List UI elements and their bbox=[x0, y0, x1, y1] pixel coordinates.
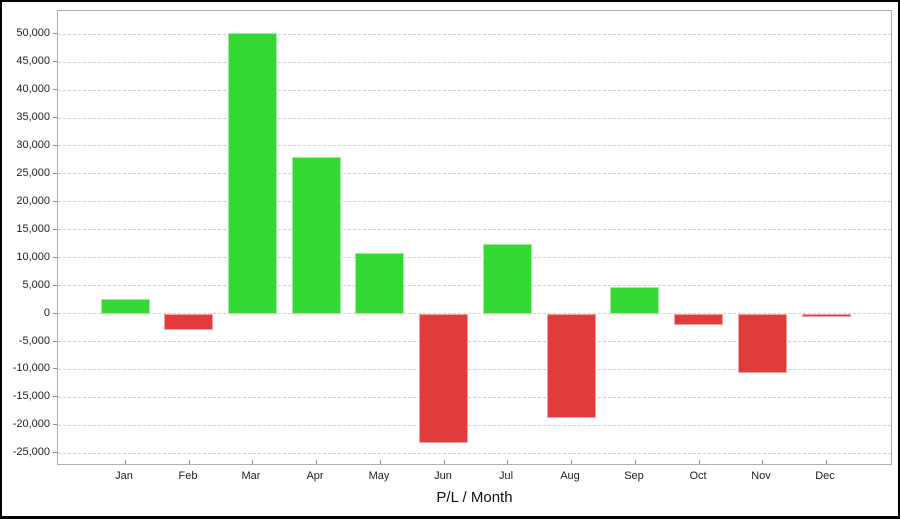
x-tick-label-mar: Mar bbox=[241, 470, 261, 482]
bar-jan[interactable] bbox=[101, 299, 150, 314]
gridline bbox=[58, 89, 891, 91]
x-tick-label-dec: Dec bbox=[815, 470, 835, 482]
y-tick bbox=[53, 117, 57, 119]
gridline bbox=[58, 396, 891, 398]
gridline bbox=[58, 452, 891, 454]
bar-aug[interactable] bbox=[547, 313, 596, 419]
y-tick-label: 10,000 bbox=[16, 250, 50, 263]
x-tick-label-aug: Aug bbox=[560, 470, 580, 482]
x-tick bbox=[252, 460, 253, 464]
chart-title: P/L / Month bbox=[436, 489, 513, 506]
y-tick bbox=[53, 172, 57, 174]
x-tick-label-jul: Jul bbox=[498, 470, 514, 482]
gridline bbox=[58, 117, 891, 119]
y-tick-label: 35,000 bbox=[16, 111, 50, 124]
x-tick bbox=[699, 460, 700, 464]
bar-may[interactable] bbox=[355, 253, 404, 314]
gridline bbox=[58, 145, 891, 147]
y-tick-label: -25,000 bbox=[12, 446, 50, 459]
x-tick-label-apr: Apr bbox=[306, 470, 324, 482]
x-tick bbox=[571, 460, 572, 464]
bar-feb[interactable] bbox=[164, 313, 213, 331]
x-tick-label-jun: Jun bbox=[434, 470, 452, 482]
y-tick-label: 5,000 bbox=[22, 278, 50, 291]
x-tick-label-nov: Nov bbox=[751, 470, 771, 482]
x-tick-label-jan: Jan bbox=[115, 470, 133, 482]
y-tick-label: 40,000 bbox=[16, 83, 50, 96]
x-tick-label-sep: Sep bbox=[624, 470, 644, 482]
bar-jul[interactable] bbox=[483, 243, 532, 314]
y-tick bbox=[53, 368, 57, 370]
y-tick-label: 20,000 bbox=[16, 194, 50, 207]
bar-jun[interactable] bbox=[419, 313, 468, 444]
bar-oct[interactable] bbox=[674, 313, 723, 325]
x-tick bbox=[635, 460, 636, 464]
x-tick bbox=[762, 460, 763, 464]
x-tick bbox=[125, 460, 126, 464]
y-tick-label: -20,000 bbox=[12, 418, 50, 431]
gridline bbox=[58, 229, 891, 231]
y-tick bbox=[53, 200, 57, 202]
y-tick-label: 45,000 bbox=[16, 55, 50, 68]
y-tick-label: -10,000 bbox=[12, 362, 50, 375]
gridline bbox=[58, 61, 891, 63]
x-tick bbox=[507, 460, 508, 464]
gridline bbox=[58, 368, 891, 370]
y-tick-label: -5,000 bbox=[18, 334, 50, 347]
bar-mar[interactable] bbox=[228, 32, 277, 314]
x-tick-label-oct: Oct bbox=[689, 470, 707, 482]
y-tick bbox=[53, 312, 57, 314]
x-tick bbox=[316, 460, 317, 464]
gridline bbox=[58, 173, 891, 175]
y-tick-label: 50,000 bbox=[16, 27, 50, 40]
y-tick-label: 30,000 bbox=[16, 138, 50, 151]
y-tick bbox=[53, 396, 57, 398]
plot-area bbox=[57, 10, 892, 465]
y-tick bbox=[53, 144, 57, 146]
y-tick bbox=[53, 284, 57, 286]
y-tick-label: 15,000 bbox=[16, 222, 50, 235]
x-tick bbox=[826, 460, 827, 464]
bar-sep[interactable] bbox=[610, 287, 659, 314]
bar-nov[interactable] bbox=[738, 313, 787, 374]
x-tick bbox=[380, 460, 381, 464]
x-tick bbox=[444, 460, 445, 464]
gridline bbox=[58, 424, 891, 426]
y-tick-label: 25,000 bbox=[16, 166, 50, 179]
y-tick bbox=[53, 424, 57, 426]
y-tick bbox=[53, 33, 57, 35]
y-tick-label: -15,000 bbox=[12, 390, 50, 403]
x-tick bbox=[189, 460, 190, 464]
gridline bbox=[58, 313, 891, 315]
gridline bbox=[58, 257, 891, 259]
x-tick-label-feb: Feb bbox=[178, 470, 198, 482]
gridline bbox=[58, 285, 891, 287]
y-tick bbox=[53, 89, 57, 91]
gridline bbox=[58, 33, 891, 35]
gridline bbox=[58, 341, 891, 343]
y-tick bbox=[53, 256, 57, 258]
y-tick bbox=[53, 61, 57, 63]
y-tick-label: 0 bbox=[43, 306, 50, 319]
bar-dec[interactable] bbox=[802, 313, 851, 317]
y-tick bbox=[53, 340, 57, 342]
bar-apr[interactable] bbox=[292, 157, 341, 314]
y-tick bbox=[53, 228, 57, 230]
x-tick-label-may: May bbox=[368, 470, 390, 482]
gridline bbox=[58, 201, 891, 203]
y-tick bbox=[53, 452, 57, 454]
